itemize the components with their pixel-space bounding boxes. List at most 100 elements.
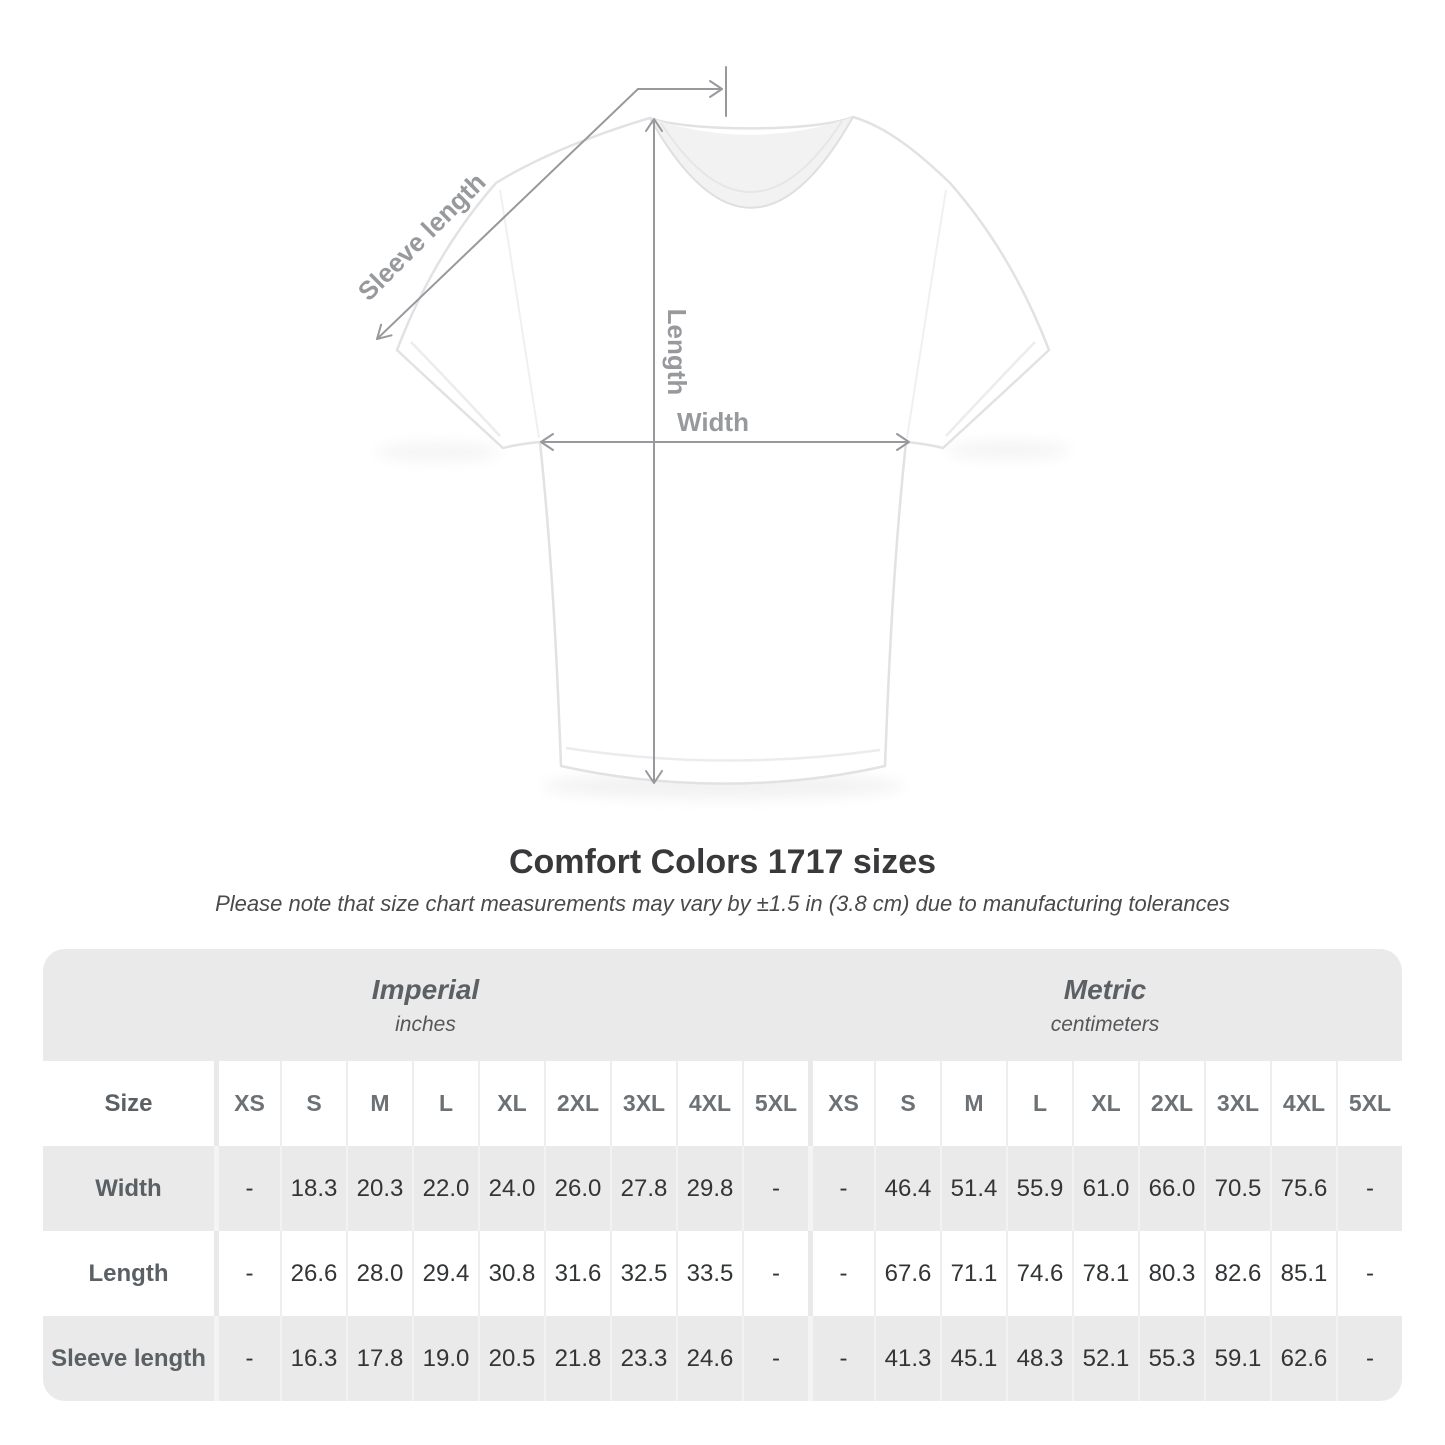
table-row: Length -26.6 28.0 29.4 30.8 31.6 32.5 33.5- -67.…	[43, 1231, 1402, 1316]
sleeve-length-arrow	[376, 66, 727, 340]
size-column-header: 3XL	[1204, 1061, 1270, 1146]
value-cell: 85.1	[1270, 1231, 1336, 1316]
collar-inner-seam	[660, 120, 843, 193]
table-row: Size XS S M L XL 2XL 3XL 4XL 5XL XS S M L XL 2XL 3XL 4XL 5…	[43, 1061, 1402, 1146]
value-cell: 27.8	[610, 1146, 676, 1231]
value-cell: 24.6	[676, 1316, 742, 1401]
value-cell: -	[1336, 1146, 1402, 1231]
size-column-header: 5XL	[742, 1061, 808, 1146]
unit-imperial-sub: inches	[395, 1012, 456, 1036]
value-cell: 16.3	[280, 1316, 346, 1401]
size-column-header: 3XL	[610, 1061, 676, 1146]
size-column-header: S	[874, 1061, 940, 1146]
value-cell: 67.6	[874, 1231, 940, 1316]
size-column-header: M	[940, 1061, 1006, 1146]
size-column-header: XL	[1072, 1061, 1138, 1146]
value-cell: 23.3	[610, 1316, 676, 1401]
left-armhole-seam	[499, 189, 540, 439]
page-title: Comfort Colors 1717 sizes	[508, 843, 937, 881]
unit-metric: Metric centimeters	[808, 949, 1402, 1061]
size-column-header: 2XL	[1138, 1061, 1204, 1146]
tshirt-body	[395, 115, 1051, 785]
value-cell: 48.3	[1006, 1316, 1072, 1401]
row-label: Sleeve length	[51, 1344, 206, 1372]
value-cell: 26.0	[544, 1146, 610, 1231]
value-cell: 21.8	[544, 1316, 610, 1401]
collar-outer-seam	[649, 116, 854, 209]
hem-seam	[565, 746, 881, 762]
value-cell: 19.0	[412, 1316, 478, 1401]
row-label: Size	[104, 1089, 153, 1117]
unit-metric-name: Metric	[1063, 973, 1147, 1005]
value-cell: 29.4	[412, 1231, 478, 1316]
value-cell: 17.8	[346, 1316, 412, 1401]
value-cell: -	[214, 1146, 280, 1231]
unit-imperial-name: Imperial	[371, 973, 480, 1005]
value-cell: 28.0	[346, 1231, 412, 1316]
width-label: Width	[677, 407, 749, 437]
width-arrow	[540, 433, 910, 451]
table-row: Sleeve length - 16.3 17.8 19.0 20.5 21.8 23.3 24…	[43, 1316, 1402, 1401]
tshirt-illustration	[395, 115, 1051, 785]
size-column-header: M	[346, 1061, 412, 1146]
measurement-annotations	[376, 66, 910, 784]
value-cell: -	[1336, 1316, 1402, 1401]
value-cell: 30.8	[478, 1231, 544, 1316]
row-label: Length	[88, 1259, 169, 1287]
size-table-rows: Size XS S M L XL 2XL 3XL 4XL 5XL XS S M L XL 2XL 3XL 4XL 5…	[43, 1061, 1402, 1401]
size-column-header: 4XL	[676, 1061, 742, 1146]
size-column-header: 4XL	[1270, 1061, 1336, 1146]
value-cell: 74.6	[1006, 1231, 1072, 1316]
value-cell: 71.1	[940, 1231, 1006, 1316]
value-cell: 59.1	[1204, 1316, 1270, 1401]
row-label: Width	[95, 1174, 162, 1202]
value-cell: 55.9	[1006, 1146, 1072, 1231]
size-column-header: XS	[808, 1061, 874, 1146]
unit-imperial: Imperial inches	[43, 949, 808, 1061]
value-cell: 31.6	[544, 1231, 610, 1316]
table-row: Width -18.3 20.3 22.0 24.0 26.0 27.8 29.8- -46.4…	[43, 1146, 1402, 1231]
size-column-header: 5XL	[1336, 1061, 1402, 1146]
size-column-header: XL	[478, 1061, 544, 1146]
value-cell: 61.0	[1072, 1146, 1138, 1231]
value-cell: 75.6	[1270, 1146, 1336, 1231]
size-column-header: XS	[214, 1061, 280, 1146]
value-cell: 22.0	[412, 1146, 478, 1231]
value-cell: 66.0	[1138, 1146, 1204, 1231]
size-table: Imperial inches Metric centimeters Size X…	[43, 949, 1402, 1401]
value-cell: 24.0	[478, 1146, 544, 1231]
value-cell: -	[742, 1231, 808, 1316]
length-arrow	[645, 118, 663, 784]
value-cell: 20.3	[346, 1146, 412, 1231]
value-cell: -	[1336, 1231, 1402, 1316]
value-cell: -	[742, 1146, 808, 1231]
size-column-header: S	[280, 1061, 346, 1146]
size-column-header: L	[1006, 1061, 1072, 1146]
size-column-header: 2XL	[544, 1061, 610, 1146]
value-cell: 20.5	[478, 1316, 544, 1401]
value-cell: 78.1	[1072, 1231, 1138, 1316]
value-cell: 82.6	[1204, 1231, 1270, 1316]
size-column-header: L	[412, 1061, 478, 1146]
tolerance-note: Please note that size chart measurements…	[215, 891, 1230, 916]
value-cell: 45.1	[940, 1316, 1006, 1401]
value-cell: 33.5	[676, 1231, 742, 1316]
left-cuff-seam	[410, 341, 501, 437]
value-cell: 80.3	[1138, 1231, 1204, 1316]
value-cell: 41.3	[874, 1316, 940, 1401]
tshirt-measurement-diagram: Sleeve length Length Width	[352, 66, 1070, 799]
value-cell: 18.3	[280, 1146, 346, 1231]
value-cell: 70.5	[1204, 1146, 1270, 1231]
value-cell: 52.1	[1072, 1316, 1138, 1401]
value-cell: -	[214, 1231, 280, 1316]
unit-metric-sub: centimeters	[1050, 1012, 1160, 1036]
value-cell: -	[742, 1316, 808, 1401]
value-cell: 29.8	[676, 1146, 742, 1231]
value-cell: 32.5	[610, 1231, 676, 1316]
value-cell: 55.3	[1138, 1316, 1204, 1401]
value-cell: 51.4	[940, 1146, 1006, 1231]
value-cell: -	[808, 1231, 874, 1316]
unit-header-band: Imperial inches Metric centimeters	[43, 949, 1402, 1061]
right-cuff-seam	[945, 341, 1036, 437]
value-cell: 62.6	[1270, 1316, 1336, 1401]
